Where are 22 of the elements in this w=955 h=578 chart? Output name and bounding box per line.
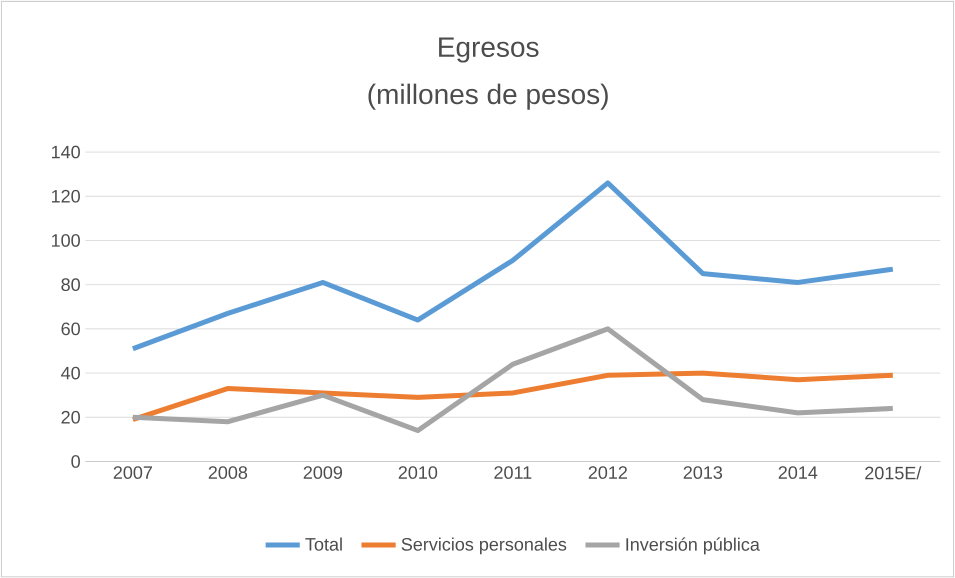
y-tick-label: 120 (52, 190, 80, 203)
y-tick-label: 0 (71, 455, 80, 468)
legend-label: Servicios personales (402, 537, 566, 554)
x-tick-label: 2007 (114, 466, 152, 479)
x-tick-label: 2014 (778, 466, 818, 479)
y-tick-label: 60 (62, 322, 80, 336)
y-tick-label: 100 (52, 234, 80, 247)
x-tick-label: 2012 (588, 466, 627, 479)
x-tick-label: 2009 (304, 466, 342, 479)
chart-subtitle: (millones de pesos) (368, 84, 608, 110)
y-tick-label: 140 (52, 146, 80, 158)
x-tick-label: 2010 (398, 466, 438, 479)
x-tick-label: 2008 (208, 466, 248, 479)
y-tick-label: 40 (61, 366, 80, 380)
y-tick-label: 80 (61, 278, 80, 291)
legend-label: Inversión pública (626, 537, 760, 554)
x-tick-label: 2011 (494, 466, 532, 479)
x-tick-label: 2015E/ (865, 466, 922, 480)
y-tick-label: 20 (62, 410, 80, 424)
x-tick-label: 2013 (684, 466, 722, 479)
legend-label: Total (305, 537, 342, 551)
chart-title: Egresos (439, 37, 539, 62)
